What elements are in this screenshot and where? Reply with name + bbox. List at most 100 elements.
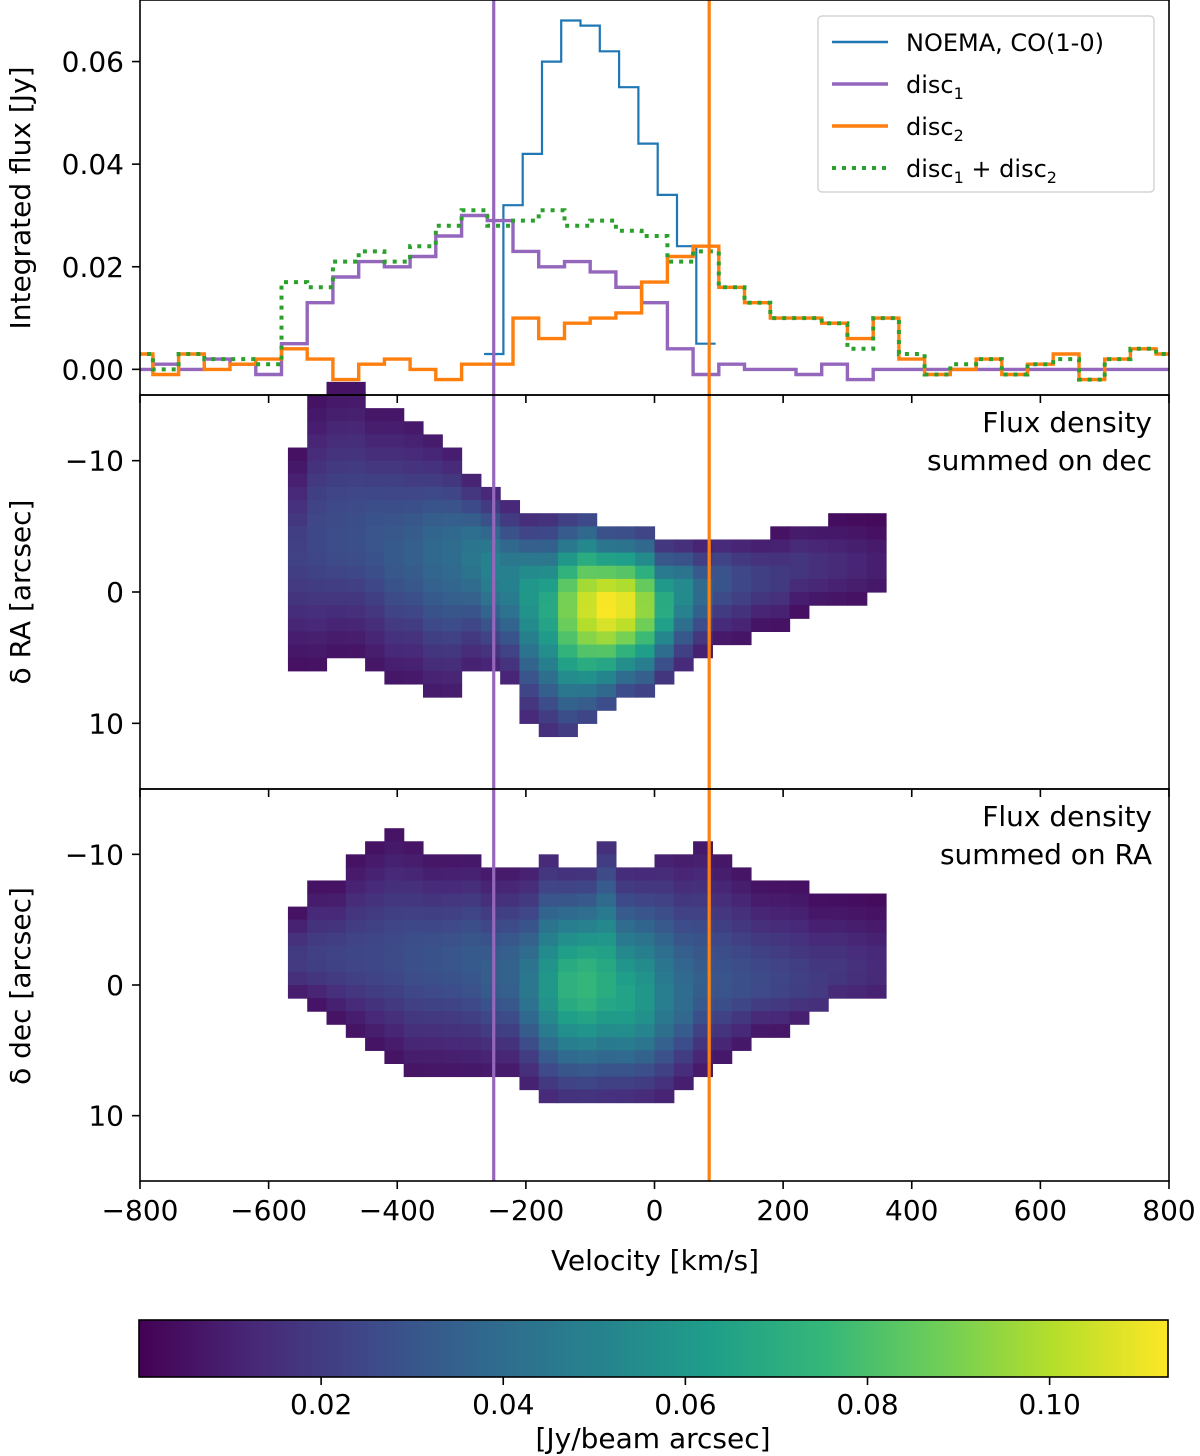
ra-heatmap-cell [307,539,328,554]
dec-heatmap-cell [480,971,501,986]
ra-heatmap-cell [307,618,328,632]
dec-heatmap-cell [365,841,385,855]
dec-heatmap-cell [558,958,578,973]
dec-heatmap-cell [403,1011,424,1025]
dec-heatmap-cell [673,854,694,868]
dec-heatmap-cell [345,1011,366,1025]
ra-heatmap-cell [615,631,636,646]
ra-heatmap-cell [365,500,385,514]
ra-heatmap-cell [596,539,617,554]
ra-heatmap-cell [287,539,308,554]
ra-heatmap-cell [596,670,617,685]
dec-heatmap-cell [519,906,540,921]
dec-heatmap-cell [596,1011,617,1025]
legend-label-noema: NOEMA, CO(1-0) [906,29,1104,57]
dec-heatmap-cell [519,971,540,986]
ra-heatmap-cell [519,578,540,593]
ra-heatmap-cell [577,631,598,646]
ra-heatmap-cell [326,644,347,659]
dec-heatmap-cell [770,919,791,934]
ra-heatmap-cell [480,539,501,554]
ra-heatmap-cell [384,670,405,685]
dec-heatmap-cell [847,906,868,921]
ra-heatmap-cell [365,605,385,619]
ra-heatmap-cell [731,578,752,593]
dec-heatmap-cell [596,919,617,934]
ra-heatmap-cell [500,605,521,619]
ra-heatmap-cell [326,578,347,593]
ra-heatmap-cell [770,605,791,619]
dec-heatmap-cell [866,958,887,973]
dec-heatmap-cell [500,867,521,882]
ra-heatmap-cell [345,644,366,659]
dec-heatmap-cell [422,919,443,934]
ra-heatmap-cell [365,421,385,435]
ra-heatmap-cell [480,644,501,659]
ra-heatmap-cell [789,565,810,580]
dec-heatmap-cell [558,919,578,934]
ra-heatmap-cell [847,565,868,580]
series-line-noema [484,19,716,356]
dec-heatmap-cell [500,1037,521,1051]
dec-heatmap-cell [345,971,366,986]
ra-heatmap-cell [789,539,810,554]
dec-heatmap-cell [442,1037,463,1051]
ra-heatmap-cell [480,565,501,580]
dec-heatmap-cell [422,906,443,921]
ra-heatmap-cell [558,565,578,580]
ra-heatmap-cell [365,618,385,632]
dec-heatmap-cell [731,1037,752,1051]
ra-heatmap-cell [596,592,617,606]
ra-heatmap-cell [828,539,849,554]
dec-heatmap-cell [538,906,559,921]
series-line-disc2 [140,244,1169,382]
ra-heatmap-cell [442,605,463,619]
ra-heatmap-cell [307,486,328,501]
ra-heatmap-cell [808,578,829,593]
dec-heatmap-cell [731,893,752,908]
ra-heatmap-cell [326,605,347,619]
dec-heatmap-cell [558,945,578,960]
ra-heatmap-cell [712,565,733,580]
ra-heatmap-cell [577,605,598,619]
ra-heatmap-cell [615,683,636,698]
ra-heatmap-cell [345,605,366,619]
dec-heatmap-cell [673,919,694,934]
ra-heatmap-cell [866,513,887,527]
ra-heatmap-cell [615,578,636,593]
dec-heatmap-cell [403,841,424,855]
dec-heatmap-cell [635,998,656,1012]
dec-heatmap-cell [596,880,617,895]
ra-heatmap-cell [500,670,521,685]
ra-heatmap-cell [345,486,366,501]
ra-heatmap-cell [577,618,598,632]
ra-heatmap-cell [384,605,405,619]
ra-heatmap-cell [654,631,675,646]
ra-heatmap-cell [403,500,424,514]
dec-heatmap-cell [403,880,424,895]
dec-heatmap-cell [538,1063,559,1078]
dec-heatmap-cell [365,854,385,868]
dec-heatmap-cell [635,971,656,986]
dec-heatmap-cell [615,1063,636,1078]
dec-heatmap-cell [519,1011,540,1025]
dec-heatmap-cell [558,867,578,882]
dec-heatmap-cell [403,1037,424,1051]
top-y-tick-label: 0.02 [62,251,124,284]
dec-heatmap-cell [365,945,385,960]
dec-heatmap-cell [866,932,887,947]
ra-heatmap-cell [422,683,443,698]
dec-heatmap-cell [538,1011,559,1025]
dec-heatmap-cell [403,906,424,921]
ra-heatmap-cell [500,552,521,567]
bottom-y-tick-label: 10 [88,1100,124,1133]
ra-heatmap-cell [828,578,849,593]
x-tick-label: −400 [359,1194,436,1227]
ra-heatmap-cell [654,552,675,567]
ra-heatmap-cell [461,592,482,606]
ra-heatmap-cell [615,526,636,541]
dec-heatmap-cell [577,1076,598,1091]
dec-heatmap-cell [384,998,405,1012]
x-tick-label: 200 [756,1194,809,1227]
dec-heatmap-cell [461,1050,482,1064]
